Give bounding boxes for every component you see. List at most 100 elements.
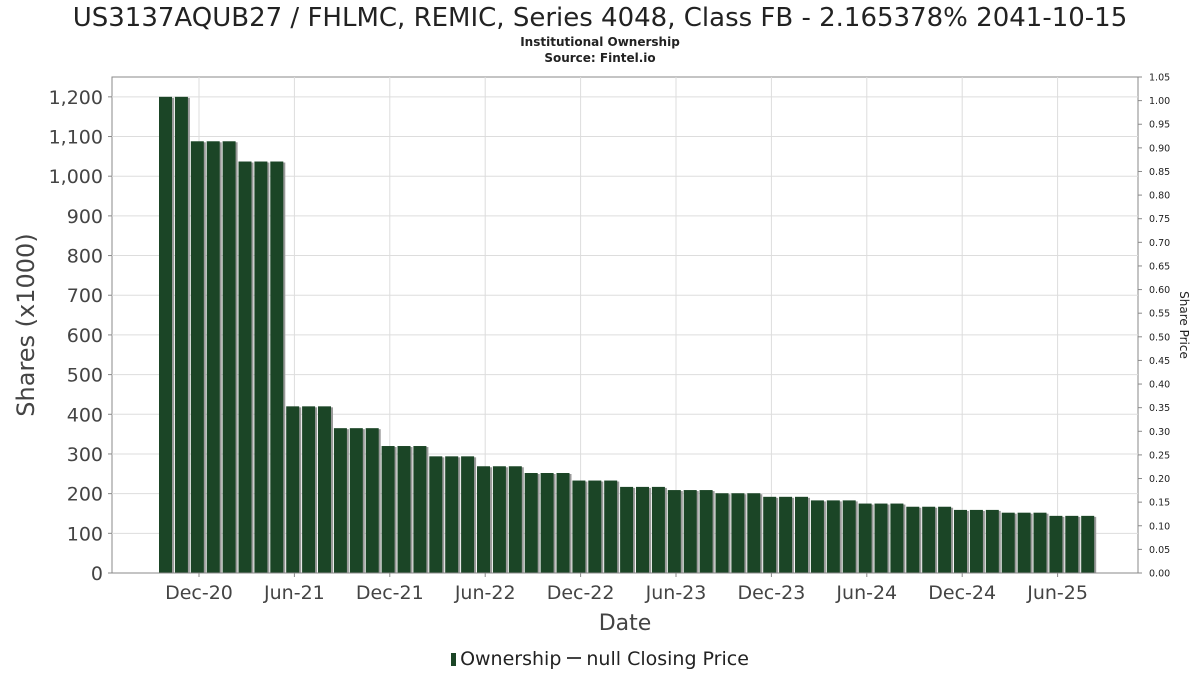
ownership-bar	[429, 456, 443, 573]
y2-tick-label: 0.95	[1149, 120, 1170, 131]
y2-tick-label: 0.35	[1149, 403, 1170, 414]
x-tick-label: Jun-24	[835, 582, 897, 604]
y2-tick-label: 0.60	[1149, 285, 1170, 296]
ownership-bar	[763, 496, 777, 573]
x-axis-label: Date	[599, 611, 652, 636]
y2-tick-label: 0.30	[1149, 427, 1170, 438]
ownership-bar	[445, 456, 459, 573]
ownership-bar	[1081, 515, 1095, 573]
x-axis: Dec-20 Jun-21 Dec-21 Jun-22 Dec-22 Jun-23 Dec-…	[112, 572, 1138, 604]
y2-tick-label: 1.00	[1149, 96, 1170, 107]
ownership-bars	[159, 96, 1097, 573]
x-tick-label: Dec-23	[737, 582, 805, 604]
ownership-bar	[286, 406, 300, 573]
ownership-bar	[349, 428, 363, 573]
y-axis-label: Shares (x1000)	[12, 233, 40, 416]
legend: Ownership null Closing Price	[0, 647, 1200, 671]
ownership-bar	[1001, 512, 1015, 573]
y-tick-label: 100	[67, 523, 103, 545]
x-tick-label: Dec-20	[165, 582, 233, 604]
ownership-bar	[461, 456, 475, 573]
ownership-bar	[174, 96, 188, 573]
ownership-bar	[206, 141, 220, 573]
ownership-bar	[715, 493, 729, 573]
x-tick-label: Jun-23	[645, 582, 707, 604]
ownership-bar	[159, 96, 172, 573]
y-tick-label: 700	[67, 285, 103, 307]
y2-tick-label: 0.10	[1149, 521, 1170, 532]
y2-axis: 0.00 0.05 0.10 0.15 0.20 0.25 0.30 0.35 0.40 0.45…	[1138, 73, 1170, 580]
ownership-bar	[954, 509, 967, 573]
ownership-bar	[683, 490, 697, 573]
ownership-bar	[302, 406, 316, 573]
ownership-bar	[270, 161, 284, 573]
y2-tick-label: 0.20	[1149, 474, 1170, 485]
y2-tick-label: 0.80	[1149, 191, 1170, 202]
ownership-bar	[922, 506, 936, 573]
chart-subtitle: Institutional Ownership	[520, 35, 680, 49]
ownership-bar	[795, 496, 808, 573]
ownership-bar	[969, 509, 983, 573]
y-tick-label: 0	[91, 563, 103, 585]
ownership-bar	[333, 428, 347, 573]
y2-tick-label: 0.85	[1149, 167, 1170, 178]
ownership-bar	[890, 503, 904, 573]
ownership-bar	[651, 486, 665, 573]
y-tick-label: 300	[67, 444, 103, 466]
ownership-legend-label: Ownership	[460, 648, 562, 670]
ownership-bar	[492, 466, 506, 573]
ownership-bar	[254, 161, 268, 573]
ownership-bar	[588, 480, 602, 573]
x-tick-label: Dec-24	[928, 582, 996, 604]
ownership-bar	[906, 506, 920, 573]
ownership-bar	[508, 466, 522, 573]
ownership-bar	[190, 141, 204, 573]
x-tick-label: Dec-22	[547, 582, 615, 604]
chart-source: Source: Fintel.io	[544, 51, 656, 65]
ownership-bar	[620, 486, 634, 573]
y2-tick-label: 0.75	[1149, 214, 1170, 225]
ownership-bar	[1033, 512, 1047, 573]
ownership-bar	[477, 466, 490, 573]
y2-tick-label: 0.50	[1149, 332, 1170, 343]
ownership-bar	[1049, 515, 1063, 573]
x-tick-label: Dec-21	[356, 582, 424, 604]
closing-price-legend-label: null Closing Price	[586, 648, 749, 670]
ownership-bar	[636, 486, 649, 573]
y2-tick-label: 0.15	[1149, 498, 1170, 509]
y2-tick-label: 0.90	[1149, 143, 1170, 154]
ownership-bar	[938, 506, 952, 573]
x-tick-label: Jun-25	[1026, 582, 1088, 604]
ownership-bar	[1065, 515, 1079, 573]
y-tick-label: 500	[67, 365, 103, 387]
ownership-bar	[413, 446, 427, 573]
y-tick-label: 600	[67, 325, 103, 347]
y2-tick-label: 0.55	[1149, 309, 1170, 320]
ownership-bar	[874, 503, 888, 573]
y2-tick-label: 0.45	[1149, 356, 1170, 367]
ownership-bar	[985, 509, 999, 573]
closing-price-legend-swatch	[567, 657, 582, 659]
chart-title: US3137AQUB27 / FHLMC, REMIC, Series 4048…	[72, 3, 1128, 33]
ownership-bar	[381, 446, 395, 573]
y2-tick-label: 0.25	[1149, 450, 1170, 461]
ownership-bar	[858, 503, 872, 573]
y2-tick-label: 1.05	[1149, 73, 1170, 84]
ownership-bar	[524, 473, 538, 573]
ownership-bar	[1017, 512, 1031, 573]
ownership-bar	[318, 406, 331, 573]
ownership-bar	[779, 496, 793, 573]
ownership-bar	[540, 473, 554, 573]
y-tick-label: 400	[67, 404, 103, 426]
ownership-bar	[842, 500, 856, 573]
ownership-bar	[397, 446, 411, 573]
y2-axis-label: Share Price	[1177, 291, 1191, 359]
ownership-bar	[667, 490, 681, 573]
x-tick-label: Jun-21	[263, 582, 325, 604]
ownership-bar	[826, 500, 840, 573]
y-tick-label: 1,100	[49, 127, 103, 149]
y2-tick-label: 0.05	[1149, 545, 1170, 556]
ownership-bar	[699, 490, 713, 573]
y-tick-label: 1,000	[49, 166, 103, 188]
